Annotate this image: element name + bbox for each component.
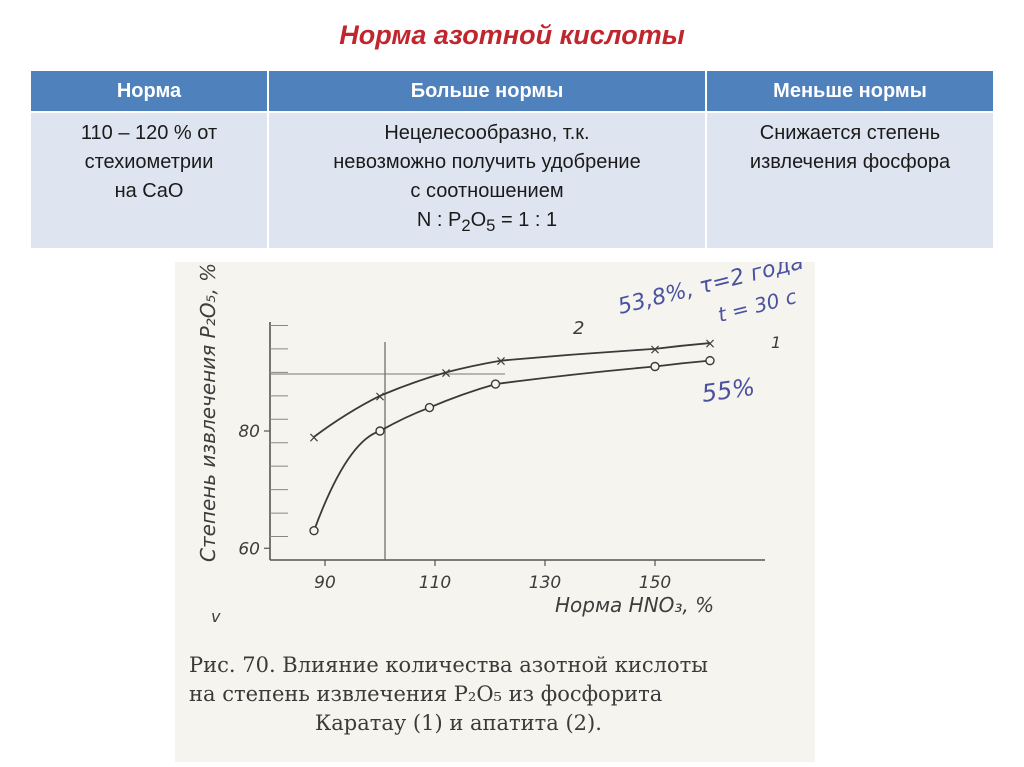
header-less: Меньше нормы bbox=[706, 71, 993, 113]
curve-label-1: 1 bbox=[771, 333, 781, 352]
y-tick-label: 60 bbox=[238, 539, 260, 559]
data-point-series-2: × bbox=[495, 354, 507, 370]
cell-more-line: с соотношением bbox=[410, 180, 564, 202]
figure-scan: 90 110 130 150 60 80 × × × × × × Степень извлечени… bbox=[175, 262, 815, 762]
data-point-series-1 bbox=[424, 402, 435, 413]
cell-norm-line: 110 – 120 % от bbox=[80, 122, 218, 144]
data-point-series-2: × bbox=[440, 365, 452, 381]
figure-caption-line: Каратау (1) и апатита (2). bbox=[315, 711, 602, 735]
cell-more-line: Нецелесообразно, т.к. bbox=[384, 122, 590, 144]
header-more: Больше нормы bbox=[268, 71, 707, 113]
cell-norm: 110 – 120 % от стехиометрии на CaO bbox=[31, 112, 269, 248]
cell-less-line: Снижается степень bbox=[759, 122, 941, 144]
series-line-1 bbox=[313, 359, 711, 531]
x-tick-label: 150 bbox=[639, 573, 671, 593]
series-line-2 bbox=[313, 342, 711, 438]
x-axis-label: Норма HNO₃, % bbox=[555, 593, 714, 617]
data-point-series-1 bbox=[490, 379, 501, 389]
handwritten-note-mid: 55% bbox=[700, 373, 757, 408]
extraction-chart: 90 110 130 150 60 80 × × × × × × Степень извлечени… bbox=[189, 262, 806, 735]
cell-less-line: извлечения фосфора bbox=[749, 151, 951, 173]
data-point-series-2: × bbox=[649, 342, 661, 358]
data-point-series-2: × bbox=[704, 336, 716, 352]
slide-title: Норма азотной кислоты bbox=[339, 20, 685, 50]
stray-mark: v bbox=[211, 607, 221, 626]
data-point-series-1 bbox=[650, 361, 660, 372]
header-norm: Норма bbox=[31, 71, 269, 113]
y-tick-label: 80 bbox=[238, 422, 260, 442]
x-tick-label: 110 bbox=[419, 573, 451, 593]
cell-norm-line: стехиометрии bbox=[84, 151, 214, 173]
table-row: 110 – 120 % от стехиометрии на CaO Нецел… bbox=[31, 112, 993, 248]
cell-less: Снижается степень извлечения фосфора bbox=[706, 112, 993, 248]
norm-table: Норма Больше нормы Меньше нормы 110 – 12… bbox=[31, 71, 993, 248]
data-point-series-1 bbox=[309, 525, 319, 536]
curve-label-2: 2 bbox=[573, 318, 584, 339]
data-point-series-2: × bbox=[374, 389, 386, 405]
figure-caption-line: Рис. 70. Влияние количества азотной кисл… bbox=[189, 653, 708, 677]
ratio-formula: N : P2O5 = 1 : 1 bbox=[416, 209, 558, 235]
cell-more: Нецелесообразно, т.к. невозможно получит… bbox=[268, 112, 707, 248]
cell-norm-line: на CaO bbox=[114, 180, 184, 202]
data-point-series-1 bbox=[375, 426, 385, 436]
x-tick-label: 130 bbox=[529, 573, 561, 593]
table-header-row: Норма Больше нормы Меньше нормы bbox=[31, 71, 993, 113]
y-axis-label: Степень извлечения P₂O₅, % bbox=[196, 263, 220, 562]
x-tick-label: 90 bbox=[314, 573, 336, 593]
cell-more-line: невозможно получить удобрение bbox=[333, 151, 641, 173]
data-point-series-1 bbox=[705, 355, 715, 366]
data-point-series-2: × bbox=[308, 430, 320, 446]
figure-caption-line: на степень извлечения P₂O₅ из фосфорита bbox=[189, 682, 662, 706]
